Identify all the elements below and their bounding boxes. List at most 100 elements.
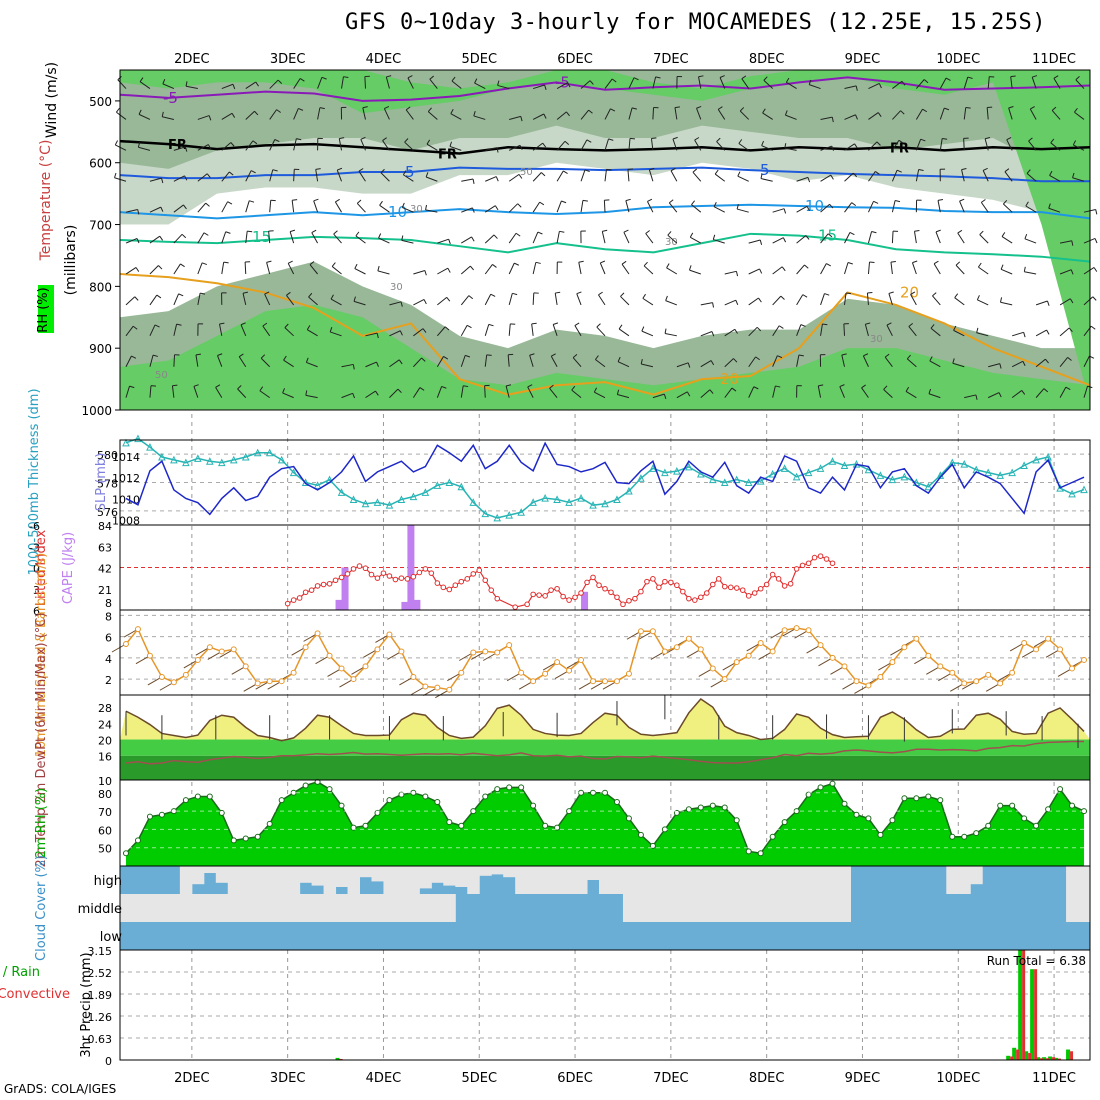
- rh2m-fill: [125, 781, 1085, 866]
- precip-total-legend: Total / Rain: [0, 965, 40, 980]
- lifted-index-point: [512, 604, 518, 610]
- cloud-clear-cell: [311, 866, 325, 886]
- cloud-clear-cell: [179, 894, 193, 922]
- cloud-clear-cell: [587, 866, 600, 880]
- wind-barb: [225, 231, 231, 234]
- wind-barb: [977, 299, 989, 306]
- date-label-top: 10DEC: [936, 52, 980, 67]
- rh2m-line-point: [709, 802, 716, 809]
- wind10m-line-point: [661, 648, 668, 655]
- thickness-line-point: [1032, 455, 1040, 464]
- wind-barb: [714, 169, 719, 175]
- wind-barb: [173, 233, 183, 244]
- date-label-top: 4DEC: [366, 52, 402, 67]
- wind-barb: [576, 293, 582, 306]
- wind-barb: [839, 386, 845, 398]
- thickness-line-point: [1080, 485, 1088, 494]
- date-label-bottom: 2DEC: [174, 1071, 210, 1086]
- wind-barb: [341, 363, 354, 368]
- wind-barb: [884, 353, 890, 358]
- wind-barb: [306, 361, 318, 368]
- wind-barb: [817, 385, 822, 398]
- lifted-index-point: [602, 585, 608, 592]
- wind-barb: [761, 140, 765, 146]
- wind-barb: [444, 326, 450, 331]
- wind-barb: [293, 138, 297, 151]
- cape-bar: [413, 599, 421, 610]
- slp-tick-label: 1010: [112, 493, 140, 506]
- wind-barb: [580, 109, 589, 120]
- wind-barb: [137, 209, 140, 215]
- wind-axis-label: Wind (m/s): [44, 62, 60, 138]
- wind-barb: [443, 356, 449, 360]
- lifted-index-point: [476, 567, 483, 574]
- wind-barb: [313, 200, 319, 213]
- wind-barb: [611, 78, 617, 83]
- wind-barb: [245, 170, 252, 182]
- wind-barb: [593, 387, 598, 393]
- wind-barb: [553, 322, 559, 325]
- wind-barb: [448, 239, 451, 245]
- wind-barb: [867, 231, 873, 244]
- wind-barb: [160, 206, 164, 212]
- wind-barb: [365, 390, 376, 399]
- rh2m-line-point: [254, 833, 261, 840]
- wind-barb: [149, 294, 158, 306]
- wind-barb: [337, 167, 343, 171]
- wind-barb: [1010, 75, 1016, 78]
- lifted-index-axis-label: Lifted Index: [34, 529, 49, 606]
- pressure-tick-label: 1000: [81, 404, 112, 418]
- thickness-line-point: [900, 472, 909, 481]
- wind-barb: [358, 168, 364, 172]
- wind-barb: [1035, 329, 1047, 337]
- wind-barb: [329, 327, 333, 333]
- wind-barb: [748, 386, 755, 398]
- wind-barb: [293, 78, 301, 89]
- rh2m-line-point: [146, 813, 153, 820]
- cloud-clear-cell: [778, 894, 792, 922]
- cloud-clear-cell: [575, 866, 588, 894]
- wind-barb: [664, 328, 667, 334]
- lifted-index-point: [314, 583, 321, 589]
- wind10m-line-point: [889, 659, 896, 666]
- wind-barb: [269, 169, 274, 182]
- wind-barb: [527, 386, 534, 398]
- wind-barb: [1059, 269, 1072, 275]
- wind-barb: [763, 79, 773, 89]
- wind-barb: [1023, 332, 1026, 338]
- wind10m-line-point: [410, 673, 417, 680]
- wind-barb: [400, 301, 403, 307]
- wind-barb: [976, 332, 989, 337]
- lifted-index-point: [769, 571, 776, 578]
- slp-line: [125, 441, 1085, 516]
- wind-barb: [296, 138, 302, 141]
- wind-barb: [595, 359, 606, 368]
- rh2m-line-point: [841, 800, 848, 807]
- wind-barb: [1092, 296, 1097, 301]
- wind-barb: [871, 231, 877, 234]
- wind-barb: [425, 204, 428, 210]
- wind-barb: [953, 325, 957, 331]
- thickness-line-point: [337, 488, 346, 496]
- wind10m-line-point: [326, 652, 333, 659]
- rh2m-line-point: [1057, 786, 1064, 793]
- precip-total-bar: [1054, 1057, 1059, 1060]
- thickness-line-point: [577, 493, 585, 502]
- wind-barb: [493, 234, 498, 239]
- wind-barb: [692, 168, 698, 173]
- wind-barb: [1053, 78, 1061, 89]
- cloud-clear-cell: [323, 866, 337, 894]
- thickness-line-point: [816, 464, 825, 472]
- wind-barb: [219, 323, 223, 336]
- date-label-top: 6DEC: [557, 52, 593, 67]
- wind10m-line-point: [194, 656, 201, 663]
- wind-barb: [1048, 203, 1051, 209]
- thickness-line-point: [924, 482, 933, 491]
- precip-conv-bar: [1022, 950, 1026, 1060]
- wind-barb: [173, 293, 180, 306]
- wind-barb: [929, 356, 933, 362]
- rh2m-line-point: [985, 822, 992, 829]
- wind-barb: [1045, 358, 1049, 364]
- wind-barb: [531, 323, 534, 336]
- wind-barb: [571, 385, 576, 391]
